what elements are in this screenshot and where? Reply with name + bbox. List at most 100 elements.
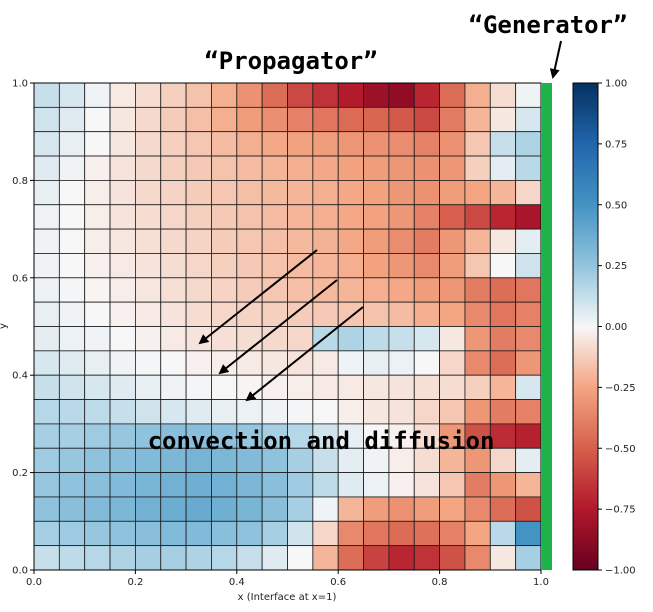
heatmap-cell [312, 350, 339, 376]
colorbar-ticks: 1.00 0.75 0.50 0.25 0.00 −0.25 −0.50 −0.75 −1.00 [598, 79, 636, 577]
heatmap-cell [185, 82, 212, 108]
heatmap-cell [261, 131, 288, 157]
heatmap-cell [261, 496, 288, 522]
heatmap-cell [160, 155, 187, 181]
heatmap-cell [33, 253, 60, 279]
heatmap-cell [413, 520, 441, 547]
heatmap-cell [109, 496, 136, 522]
heatmap-cell [84, 106, 111, 133]
heatmap-cell [134, 106, 162, 133]
heatmap-cell [439, 253, 466, 279]
heatmap-cell [160, 179, 187, 206]
heatmap-cell [58, 301, 86, 327]
heatmap-cell [287, 399, 314, 425]
heatmap-cell [33, 374, 60, 400]
x-tick-label: 0.2 [127, 577, 143, 588]
heatmap-cell [337, 545, 364, 571]
heatmap-cell [261, 472, 288, 498]
heatmap-cell [236, 106, 263, 133]
heatmap-cell [388, 496, 415, 522]
heatmap-cell [413, 253, 441, 279]
heatmap-cell [312, 423, 339, 449]
heatmap-cell [312, 447, 339, 474]
heatmap-cell [464, 472, 491, 498]
heatmap-cell [84, 350, 111, 376]
heatmap-cell [160, 204, 187, 230]
heatmap-cell [464, 155, 491, 181]
y-tick-label: 0.4 [12, 371, 28, 382]
heatmap-cell [312, 131, 339, 157]
heatmap-cell [388, 253, 415, 279]
heatmap-cell [185, 520, 212, 547]
heatmap-cell [109, 350, 136, 376]
heatmap-cell [84, 253, 111, 279]
heatmap-cell [515, 374, 542, 400]
heatmap-cell [211, 374, 238, 400]
convection-diffusion-annotation: convection and diffusion [148, 427, 495, 455]
heatmap-cell [58, 155, 86, 181]
heatmap-cell [211, 131, 238, 157]
heatmap-cell [312, 301, 339, 327]
heatmap-cell [287, 423, 314, 449]
colorbar-tick-label: −0.75 [605, 505, 636, 516]
heatmap-cell [464, 204, 491, 230]
heatmap-cell [439, 374, 466, 400]
heatmap-cell [84, 155, 111, 181]
heatmap-cell [489, 179, 517, 206]
heatmap-cell [363, 82, 390, 108]
heatmap-cell [185, 399, 212, 425]
heatmap-cell [134, 228, 162, 254]
heatmap-cell [312, 496, 339, 522]
heatmap-cell [84, 301, 111, 327]
heatmap-cell [236, 301, 263, 327]
heatmap-cell [388, 277, 415, 303]
heatmap-cell [160, 301, 187, 327]
heatmap-cell [464, 496, 491, 522]
heatmap-cell [413, 277, 441, 303]
heatmap-cell [236, 472, 263, 498]
heatmap-cell [337, 472, 364, 498]
heatmap-cell [515, 253, 542, 279]
heatmap-cell [337, 520, 364, 547]
heatmap-cell [160, 326, 187, 352]
heatmap-cell [489, 350, 517, 376]
heatmap-cell [388, 374, 415, 400]
heatmap-cell [287, 204, 314, 230]
heatmap-cell [109, 155, 136, 181]
heatmap-cell [261, 423, 288, 449]
heatmap-cell [388, 179, 415, 206]
heatmap-cell [312, 155, 339, 181]
heatmap-cell [337, 326, 364, 352]
heatmap-cell [363, 326, 390, 352]
heatmap-cell [134, 496, 162, 522]
heatmap-cell [84, 131, 111, 157]
heatmap-cell [185, 277, 212, 303]
colorbar-tick-label: 1.00 [605, 79, 627, 90]
heatmap-cell [58, 204, 86, 230]
heatmap-cell [287, 155, 314, 181]
heatmap-cell [515, 82, 542, 108]
colorbar-tick-label: 0.75 [605, 139, 627, 150]
heatmap-cell [84, 204, 111, 230]
heatmap-cell [515, 520, 542, 547]
heatmap-cell [413, 472, 441, 498]
x-tick-label: 0.4 [229, 577, 245, 588]
heatmap-cell [261, 179, 288, 206]
heatmap-cell [134, 204, 162, 230]
heatmap-cell [337, 82, 364, 108]
heatmap-cell [337, 204, 364, 230]
heatmap-cell [363, 155, 390, 181]
heatmap-cell [312, 374, 339, 400]
heatmap-cell [337, 423, 364, 449]
heatmap-cell [489, 399, 517, 425]
heatmap-cell [464, 520, 491, 547]
heatmap-cell [337, 350, 364, 376]
heatmap-cell [363, 301, 390, 327]
heatmap-cell [287, 131, 314, 157]
y-tick-label: 0.8 [12, 176, 28, 187]
heatmap-cell [236, 326, 263, 352]
heatmap-cell [439, 545, 466, 571]
heatmap-cell [287, 496, 314, 522]
heatmap-cell [439, 204, 466, 230]
